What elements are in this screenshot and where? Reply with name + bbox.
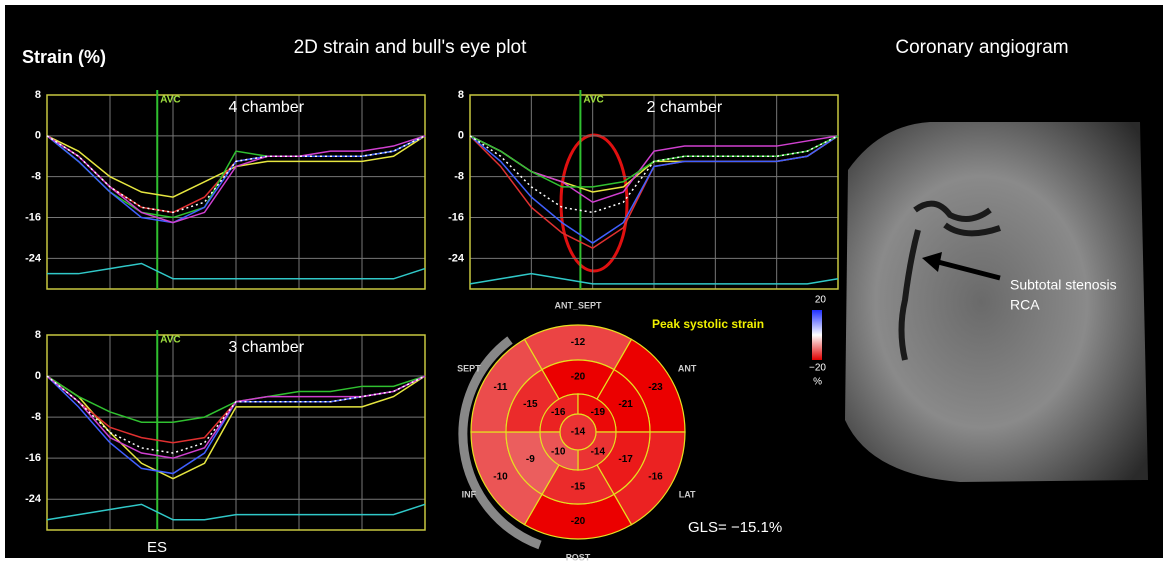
plot-label: 3 chamber [228, 339, 304, 356]
plot-frame [46, 334, 426, 531]
segment-value: -15 [523, 399, 538, 410]
segment-value: -10 [493, 471, 508, 482]
annotation: RCA [1010, 297, 1040, 313]
segment-value: -10 [551, 446, 566, 457]
angiogram: Subtotal stenosis RCA [845, 122, 1148, 482]
segment-label: ANT [678, 363, 697, 373]
strain-curve [46, 503, 426, 521]
avc-label: AVC [160, 95, 180, 106]
strain-curve [469, 135, 839, 214]
y-tick-label: -8 [31, 171, 41, 183]
bullseye-apex [559, 413, 597, 451]
plot-frame [469, 94, 839, 290]
y-tick-label: 0 [458, 130, 464, 142]
angiogram-image [845, 122, 1148, 482]
y-tick-label: -24 [25, 252, 42, 264]
plot-label: 2 chamber [647, 99, 723, 116]
segment-value: -16 [648, 471, 663, 482]
y-tick-label: 8 [35, 329, 41, 341]
title-center: 2D strain and bull's eye plot [294, 37, 528, 58]
title-right: Coronary angiogram [895, 37, 1068, 58]
avc-label: AVC [583, 95, 603, 106]
y-tick-label: 8 [35, 89, 41, 101]
annotation: Subtotal stenosis [1010, 277, 1117, 293]
scale-label: 20 [815, 295, 827, 306]
segment-label: ANT_SEPT [554, 300, 602, 310]
y-tick-label: -24 [25, 493, 42, 505]
vessel [898, 200, 1001, 361]
strain-curve [469, 135, 839, 244]
bullseye-arc [458, 336, 542, 550]
arrow-head [922, 252, 942, 272]
title-left: Strain (%) [22, 47, 106, 67]
segment-value: -14 [591, 446, 606, 457]
segment-value: -11 [494, 382, 508, 393]
y-tick-label: -16 [25, 452, 41, 464]
segment-value: -9 [526, 454, 535, 465]
segment-value: -16 [551, 407, 566, 418]
avc-label: AVC [160, 335, 180, 346]
color-scale [812, 310, 822, 360]
segment-value: -21 [618, 399, 633, 410]
y-tick-label: -16 [448, 211, 464, 223]
segment-value: -15 [571, 482, 586, 493]
strain-curve [46, 375, 426, 480]
arrow [937, 259, 1001, 281]
es-label: ES [147, 539, 167, 556]
segment-label: SEPT [457, 363, 481, 373]
gls: GLS= −15.1% [688, 519, 782, 536]
segment-value: -20 [571, 516, 586, 527]
segment-value: -19 [591, 407, 606, 418]
plot-frame [46, 94, 426, 290]
y-tick-label: 8 [458, 89, 464, 101]
segment-label: INF [462, 489, 477, 499]
strain-curve [46, 135, 426, 214]
plot-label: 4 chamber [228, 99, 304, 116]
y-tick-label: -8 [454, 171, 464, 183]
segment-label: POST [566, 552, 591, 562]
y-tick-label: 0 [35, 370, 41, 382]
segment-value: -12 [571, 337, 586, 348]
y-tick-label: -16 [25, 211, 41, 223]
bullseye-title: Peak systolic strain [652, 317, 764, 331]
highlight-ellipse [559, 133, 629, 273]
scale-label: −20 [809, 363, 826, 374]
segment-value: -23 [648, 382, 663, 393]
strain-curve [47, 262, 426, 280]
y-tick-label: -24 [448, 252, 465, 264]
strain-curve [46, 375, 426, 454]
segment-value: -17 [618, 454, 633, 465]
segment-label: LAT [679, 489, 696, 499]
y-tick-label: 0 [35, 130, 41, 142]
strain-curve [469, 272, 839, 285]
scale-unit: % [813, 377, 822, 388]
segment-value: -20 [571, 372, 586, 383]
y-tick-label: -8 [31, 411, 41, 423]
apex-value: -14 [571, 427, 586, 438]
